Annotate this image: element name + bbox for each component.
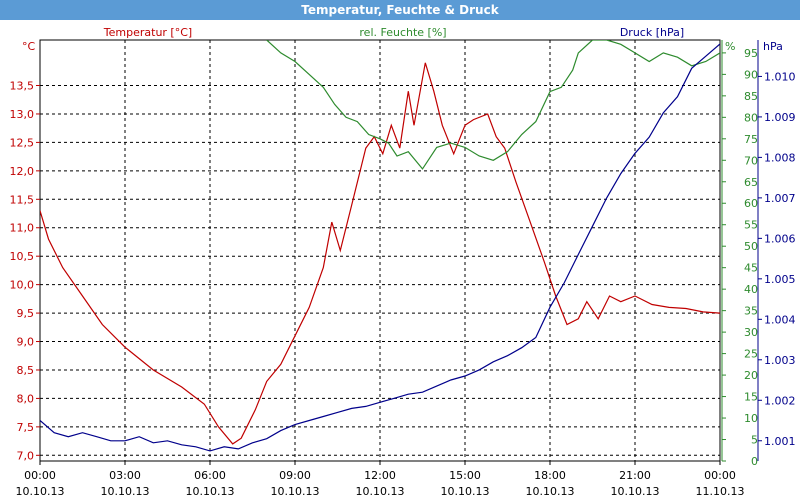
x-tick-label-date: 10.10.13 — [186, 485, 235, 498]
y-tick-label-humidity: 45 — [744, 262, 758, 275]
y-tick-label-temperature: 13,5 — [10, 80, 35, 93]
y-tick-label-pressure: 1.010 — [764, 70, 796, 83]
x-tick-label-time: 18:00 — [534, 469, 566, 482]
y-tick-label-humidity: 50 — [744, 240, 758, 253]
x-tick-label-date: 10.10.13 — [441, 485, 490, 498]
y-tick-label-humidity: 95 — [744, 47, 758, 60]
y-tick-label-humidity: 10 — [744, 412, 758, 425]
y-tick-label-temperature: 11,0 — [10, 222, 35, 235]
y-tick-label-humidity: 60 — [744, 197, 758, 210]
grid — [40, 40, 720, 461]
temperature-axis-title: Temperatur [°C] — [103, 26, 192, 39]
series-line-pressure — [40, 43, 720, 452]
y-tick-label-pressure: 1.001 — [764, 435, 796, 448]
y-tick-label-humidity: 15 — [744, 391, 758, 404]
x-tick-label-time: 06:00 — [194, 469, 226, 482]
y-tick-label-humidity: 85 — [744, 90, 758, 103]
series-line-humidity — [266, 40, 720, 170]
y-tick-label-temperature: 8,0 — [17, 392, 35, 405]
y-tick-label-humidity: 0 — [751, 455, 758, 468]
y-tick-label-pressure: 1.003 — [764, 354, 796, 367]
y-tick-label-temperature: 10,5 — [10, 250, 35, 263]
y-tick-label-temperature: 9,5 — [17, 307, 35, 320]
temperature-unit-label: °C — [22, 40, 36, 53]
y-tick-label-humidity: 35 — [744, 305, 758, 318]
pressure-unit-label: hPa — [763, 40, 783, 53]
x-tick-label-date: 10.10.13 — [356, 485, 405, 498]
y-tick-label-humidity: 75 — [744, 133, 758, 146]
y-tick-label-pressure: 1.004 — [764, 313, 796, 326]
x-tick-label-time: 00:00 — [24, 469, 56, 482]
x-tick-label-date: 10.10.13 — [611, 485, 660, 498]
y-tick-label-temperature: 7,0 — [17, 449, 35, 462]
y-tick-label-humidity: 70 — [744, 154, 758, 167]
humidity-axis-title: rel. Feuchte [%] — [359, 26, 446, 39]
y-tick-label-humidity: 55 — [744, 219, 758, 232]
y-tick-label-humidity: 30 — [744, 326, 758, 339]
x-tick-label-time: 15:00 — [449, 469, 481, 482]
y-tick-label-humidity: 40 — [744, 283, 758, 296]
x-tick-label-time: 21:00 — [619, 469, 651, 482]
y-tick-label-humidity: 20 — [744, 369, 758, 382]
y-tick-label-temperature: 11,5 — [10, 193, 35, 206]
y-tick-label-pressure: 1.007 — [764, 192, 796, 205]
x-tick-label-time: 03:00 — [109, 469, 141, 482]
y-tick-label-temperature: 7,5 — [17, 421, 35, 434]
x-tick-label-time: 09:00 — [279, 469, 311, 482]
y-tick-label-temperature: 9,0 — [17, 336, 35, 349]
y-tick-label-pressure: 1.008 — [764, 151, 796, 164]
pressure-axis-title: Druck [hPa] — [620, 26, 684, 39]
x-tick-label-date: 10.10.13 — [16, 485, 65, 498]
y-tick-label-humidity: 65 — [744, 176, 758, 189]
chart-title-bar: Temperatur, Feuchte & Druck — [0, 0, 800, 20]
x-tick-label-date: 11.10.13 — [696, 485, 745, 498]
y-tick-label-pressure: 1.002 — [764, 394, 796, 407]
x-tick-label-time: 12:00 — [364, 469, 396, 482]
series-line-temperature — [40, 62, 720, 445]
y-tick-label-humidity: 5 — [751, 434, 758, 447]
x-tick-label-date: 10.10.13 — [101, 485, 150, 498]
y-tick-label-pressure: 1.005 — [764, 273, 796, 286]
axes — [36, 39, 762, 465]
chart-title: Temperatur, Feuchte & Druck — [301, 3, 499, 17]
chart-canvas: 00:00 10.10.13 03:00 10.10.13 06:00 10.10.13 0… — [10, 26, 796, 498]
y-tick-label-temperature: 12,0 — [10, 165, 35, 178]
y-tick-label-humidity: 80 — [744, 111, 758, 124]
y-tick-label-temperature: 13,0 — [10, 108, 35, 121]
series-lines — [40, 40, 720, 452]
y-tick-label-pressure: 1.009 — [764, 111, 796, 124]
y-tick-label-humidity: 25 — [744, 348, 758, 361]
humidity-unit-label: % — [725, 40, 735, 53]
y-tick-label-temperature: 10,0 — [10, 279, 35, 292]
y-tick-label-humidity: 90 — [744, 68, 758, 81]
y-tick-label-temperature: 12,5 — [10, 136, 35, 149]
y-tick-label-pressure: 1.006 — [764, 232, 796, 245]
axis-labels: 00:00 10.10.13 03:00 10.10.13 06:00 10.10.13 0… — [10, 26, 796, 498]
x-tick-label-time: 00:00 — [704, 469, 736, 482]
x-tick-label-date: 10.10.13 — [271, 485, 320, 498]
x-tick-label-date: 10.10.13 — [526, 485, 575, 498]
y-tick-label-temperature: 8,5 — [17, 364, 35, 377]
